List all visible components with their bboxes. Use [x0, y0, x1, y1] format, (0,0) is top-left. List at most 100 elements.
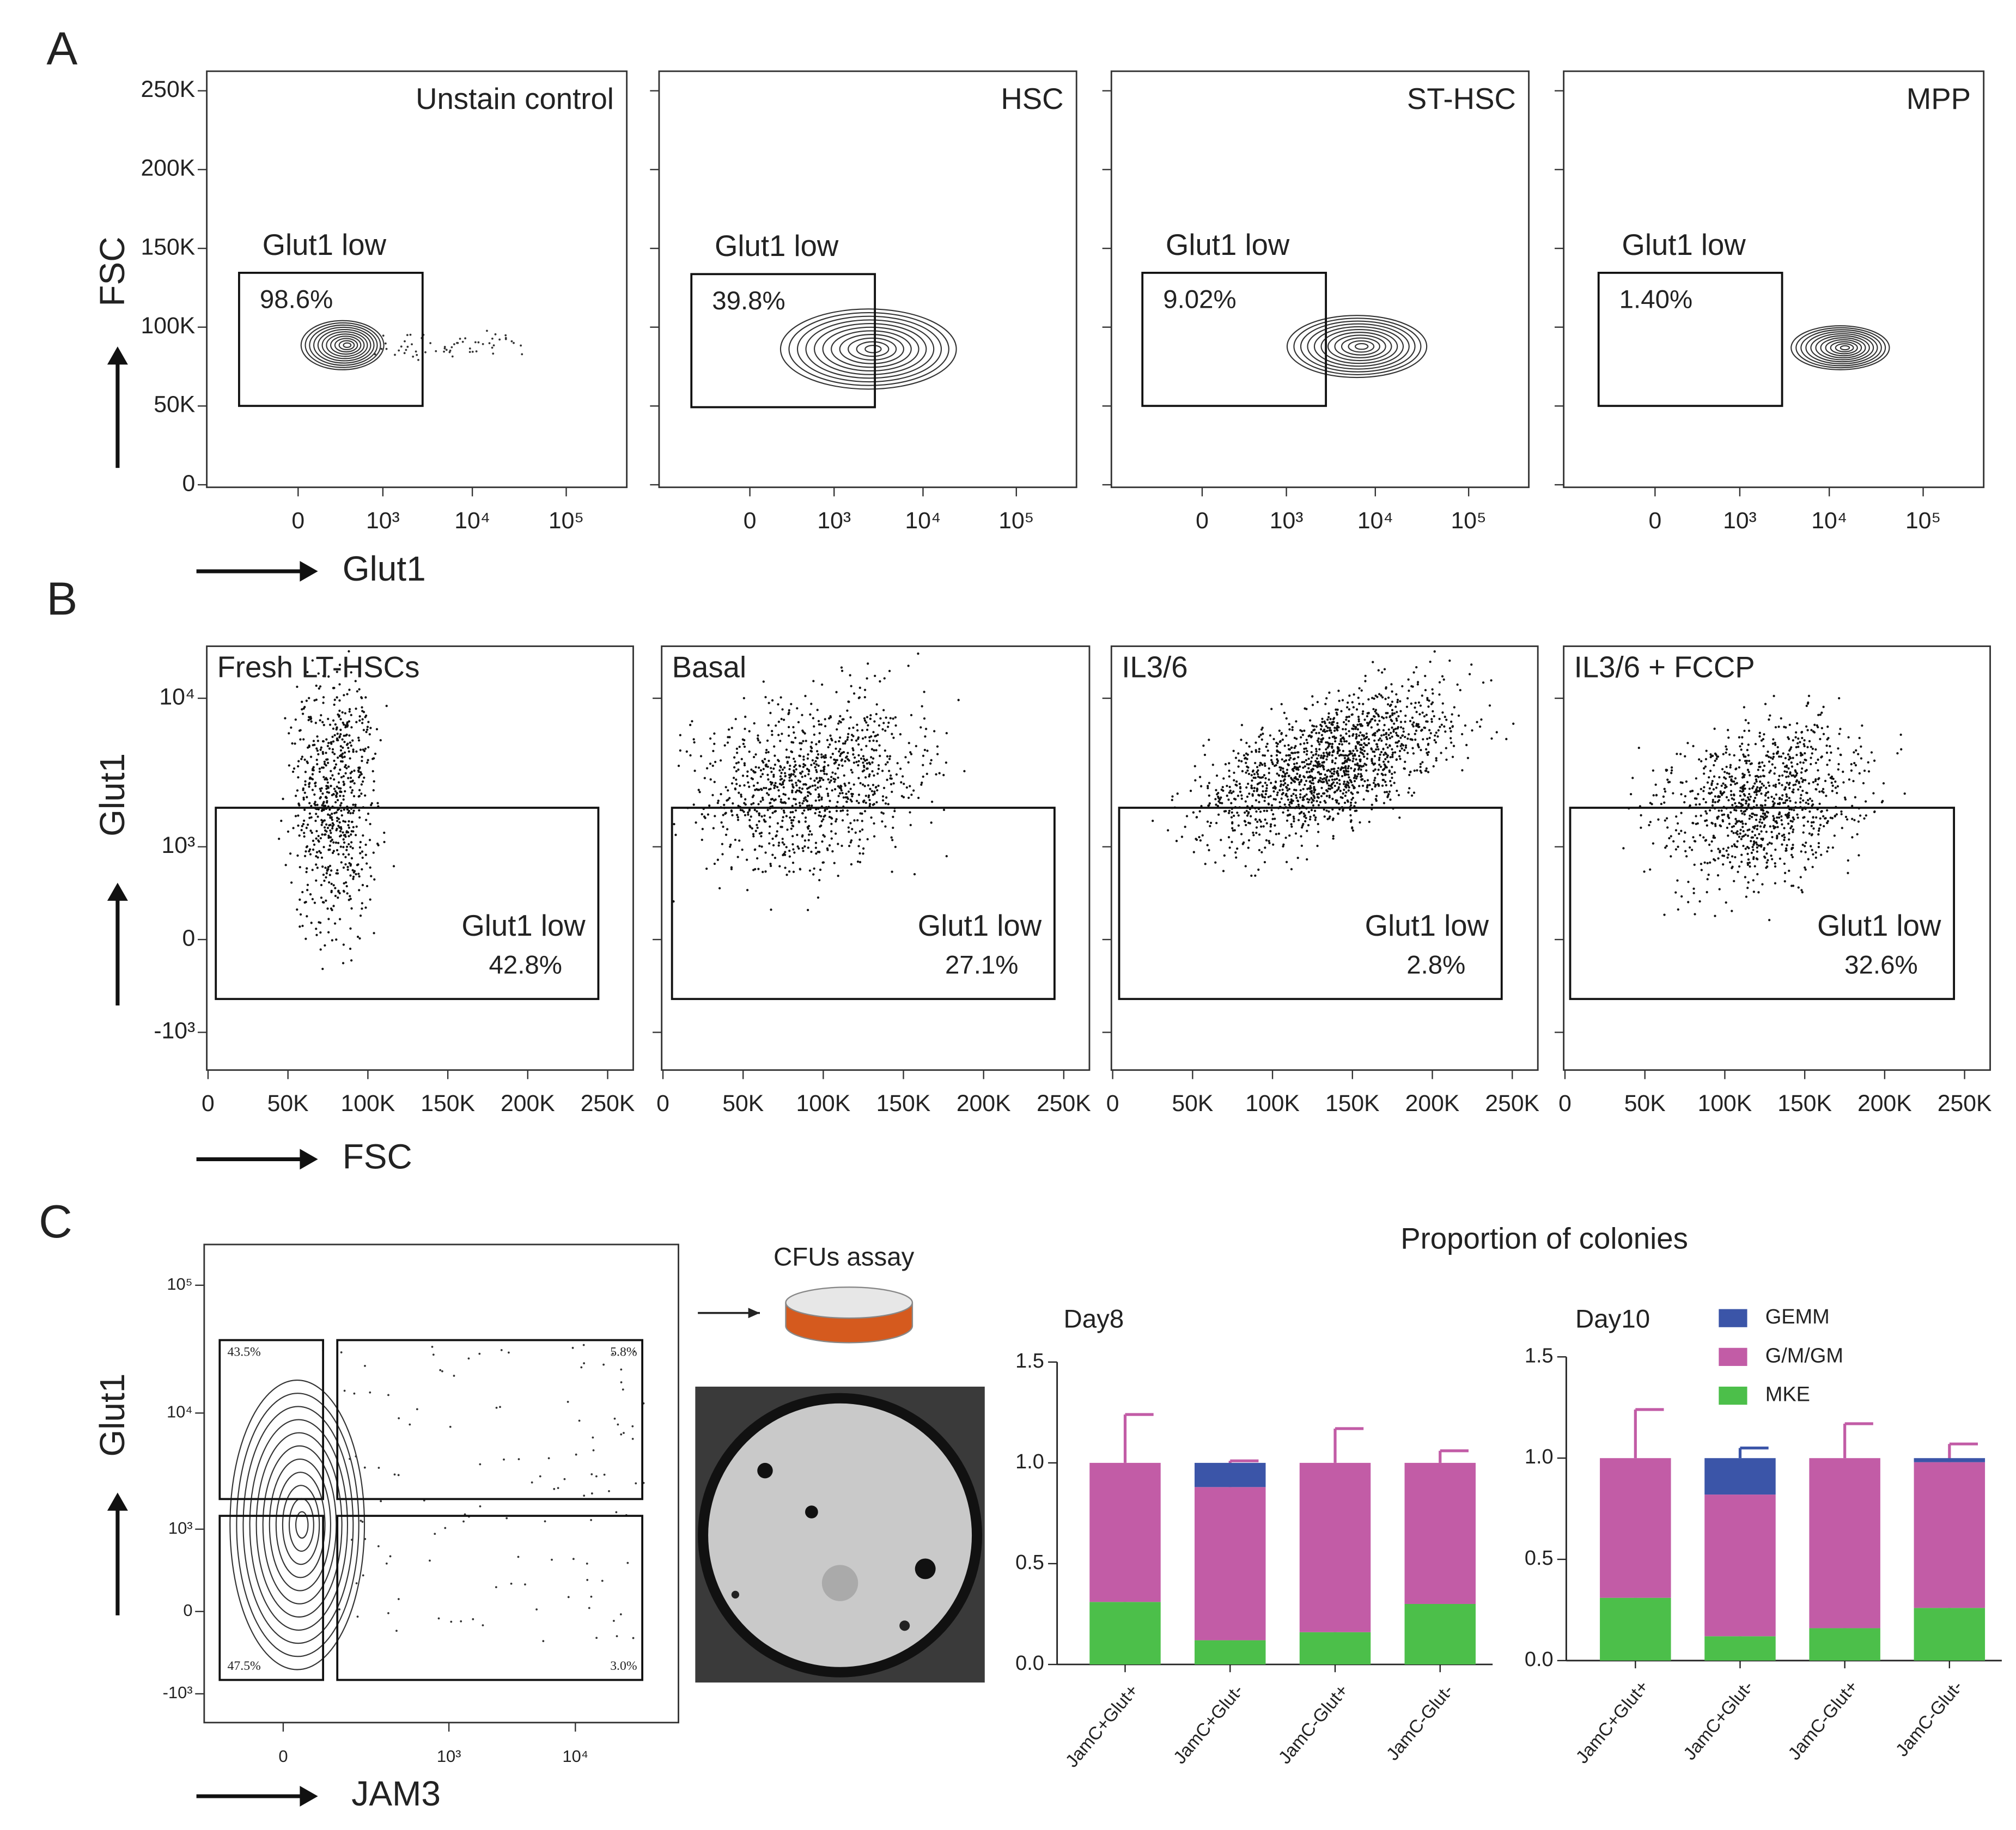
event-dot: [1811, 865, 1814, 868]
event-dot: [754, 766, 757, 768]
event-dot: [307, 718, 310, 722]
event-dot: [353, 769, 356, 772]
event-dot: [1257, 773, 1259, 776]
event-dot: [1391, 753, 1394, 757]
bar-segment: [1195, 1487, 1266, 1640]
event-dot: [851, 771, 854, 774]
event-dot: [300, 828, 303, 832]
event-dot: [339, 795, 342, 797]
event-dot: [824, 754, 827, 757]
event-dot: [1417, 723, 1420, 725]
event-dot: [1391, 748, 1393, 751]
event-dot: [1251, 786, 1253, 790]
event-dot: [818, 732, 821, 735]
event-dot: [1431, 701, 1434, 704]
event-dot: [351, 739, 354, 742]
event-dot: [692, 803, 695, 806]
event-dot: [748, 730, 751, 733]
event-dot: [467, 1357, 470, 1360]
event-dot: [887, 721, 890, 724]
event-dot: [776, 830, 778, 833]
event-dot: [1345, 783, 1348, 786]
event-dot: [704, 816, 706, 819]
event-dot: [797, 847, 800, 850]
event-dot: [1417, 701, 1421, 704]
event-dot: [786, 760, 789, 763]
event-dot: [1286, 795, 1289, 798]
event-dot: [1410, 794, 1414, 797]
event-dot: [339, 718, 342, 721]
event-dot: [1327, 779, 1331, 782]
event-dot: [869, 803, 872, 806]
event-dot: [348, 843, 350, 846]
event-dot: [328, 824, 331, 827]
event-dot: [305, 826, 308, 829]
event-dot: [812, 680, 815, 682]
event-dot: [1308, 771, 1311, 773]
event-dot: [1374, 768, 1377, 771]
event-dot: [936, 753, 939, 755]
event-dot: [815, 763, 818, 766]
event-dot: [821, 861, 824, 864]
event-dot: [1389, 779, 1392, 783]
event-dot: [841, 764, 844, 767]
event-dot: [366, 884, 369, 888]
event-dot: [1332, 781, 1335, 784]
event-dot: [1795, 772, 1799, 775]
event-dot: [1324, 730, 1326, 733]
event-dot: [820, 756, 823, 759]
event-dot: [1748, 798, 1751, 801]
event-dot: [1443, 725, 1446, 728]
event-dot: [1369, 720, 1372, 723]
event-dot: [823, 765, 826, 768]
event-dot: [1799, 741, 1801, 743]
event-dot: [1406, 697, 1409, 700]
event-dot: [1728, 822, 1731, 825]
event-dot: [1381, 716, 1384, 718]
event-dot: [333, 759, 336, 762]
event-dot: [1380, 751, 1383, 754]
event-dot: [1817, 758, 1819, 761]
event-dot: [857, 754, 860, 757]
event-dot: [1323, 754, 1326, 758]
event-dot: [1334, 762, 1337, 765]
event-dot: [1342, 792, 1344, 795]
event-dot: [833, 780, 836, 783]
event-dot: [738, 791, 740, 794]
event-dot: [1786, 815, 1788, 818]
event-dot: [1268, 840, 1270, 843]
event-dot: [355, 1582, 358, 1584]
event-dot: [1305, 779, 1308, 782]
event-dot: [1355, 737, 1357, 740]
event-dot: [334, 763, 338, 766]
event-dot: [1703, 786, 1706, 789]
event-dot: [344, 863, 347, 866]
event-dot: [344, 820, 347, 823]
event-dot: [1795, 753, 1798, 757]
event-dot: [785, 815, 788, 818]
event-dot: [398, 1417, 400, 1419]
event-dot: [1227, 798, 1230, 801]
event-dot: [495, 1586, 497, 1589]
event-dot: [866, 762, 868, 765]
event-dot: [773, 754, 776, 757]
event-dot: [325, 872, 328, 875]
event-dot: [735, 783, 738, 785]
event-dot: [790, 750, 793, 753]
event-dot: [1456, 683, 1459, 686]
event-dot: [1654, 783, 1657, 786]
event-dot: [336, 733, 339, 735]
event-dot: [453, 1375, 455, 1377]
event-dot: [1747, 722, 1750, 724]
event-dot: [764, 758, 766, 760]
event-dot: [1240, 760, 1243, 762]
event-dot: [1289, 757, 1292, 759]
event-dot: [321, 865, 324, 868]
event-dot: [679, 749, 682, 752]
event-dot: [1738, 766, 1740, 769]
event-dot: [766, 809, 769, 812]
event-dot: [1320, 725, 1323, 728]
event-dot: [451, 355, 454, 358]
contour: [1286, 315, 1428, 379]
event-dot: [313, 699, 316, 702]
